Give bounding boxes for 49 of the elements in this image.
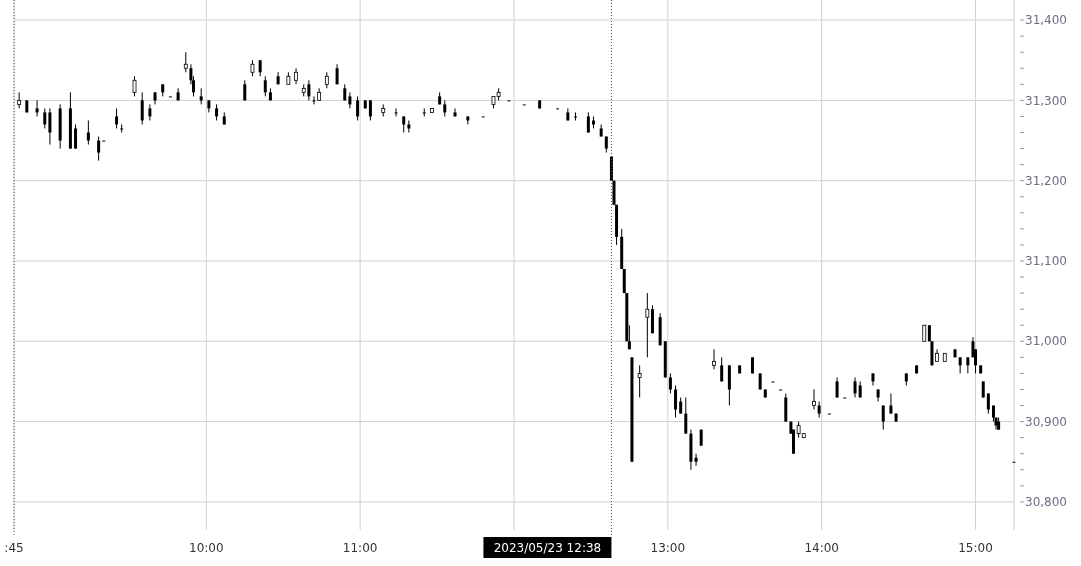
candlestick — [148, 103, 152, 121]
candlestick — [115, 107, 119, 129]
y-tick-label: 31,400 — [1025, 13, 1067, 28]
candlestick — [356, 95, 360, 121]
candlestick — [637, 364, 642, 398]
y-tick-label: 31,100 — [1025, 254, 1067, 269]
x-tick-label: 11:00 — [342, 541, 378, 555]
candlestick — [74, 123, 78, 150]
candlestick — [586, 111, 590, 133]
candlestick — [812, 388, 816, 411]
y-tick-label: 30,800 — [1025, 495, 1067, 510]
candlestick — [140, 91, 144, 125]
y-tick-label: 31,000 — [1025, 334, 1067, 349]
candlestick — [86, 119, 90, 146]
candlestick — [986, 392, 990, 415]
candlestick — [407, 119, 411, 133]
candlestick — [835, 376, 839, 398]
candlestick — [674, 384, 678, 419]
x-tick-label: :45 — [4, 541, 24, 555]
candlestick — [720, 356, 724, 382]
y-tick-label: 30,900 — [1025, 414, 1067, 429]
x-tick-label: 13:00 — [650, 541, 686, 555]
y-tick-label: 31,300 — [1025, 93, 1067, 108]
candlestick — [35, 99, 39, 117]
candlestick — [263, 75, 267, 97]
candlestick — [394, 107, 398, 117]
x-tick-label: 15:00 — [958, 541, 993, 555]
candlestick — [645, 292, 650, 358]
x-tick-label: 10:00 — [189, 541, 224, 555]
candlestick — [668, 372, 672, 394]
candlestick — [853, 376, 857, 398]
candlestick — [453, 107, 457, 117]
candlestick — [97, 136, 101, 162]
x-tick-label: 14:00 — [804, 541, 839, 555]
candlestick — [817, 401, 821, 419]
candlestick — [712, 348, 716, 370]
candlestick — [348, 91, 352, 109]
y-tick-label: 31,200 — [1025, 173, 1067, 188]
candlestick — [684, 397, 688, 435]
candlestick — [17, 91, 22, 109]
candlestick — [889, 392, 893, 415]
candlestick — [43, 107, 47, 129]
candlestick — [881, 405, 885, 431]
candlestick — [120, 123, 124, 133]
candlestick — [48, 107, 52, 146]
candlestick — [132, 75, 137, 97]
candlestick — [368, 99, 372, 121]
ref-line-label: 2023/05/23 12:38 — [493, 541, 602, 555]
candlestick — [694, 453, 698, 467]
